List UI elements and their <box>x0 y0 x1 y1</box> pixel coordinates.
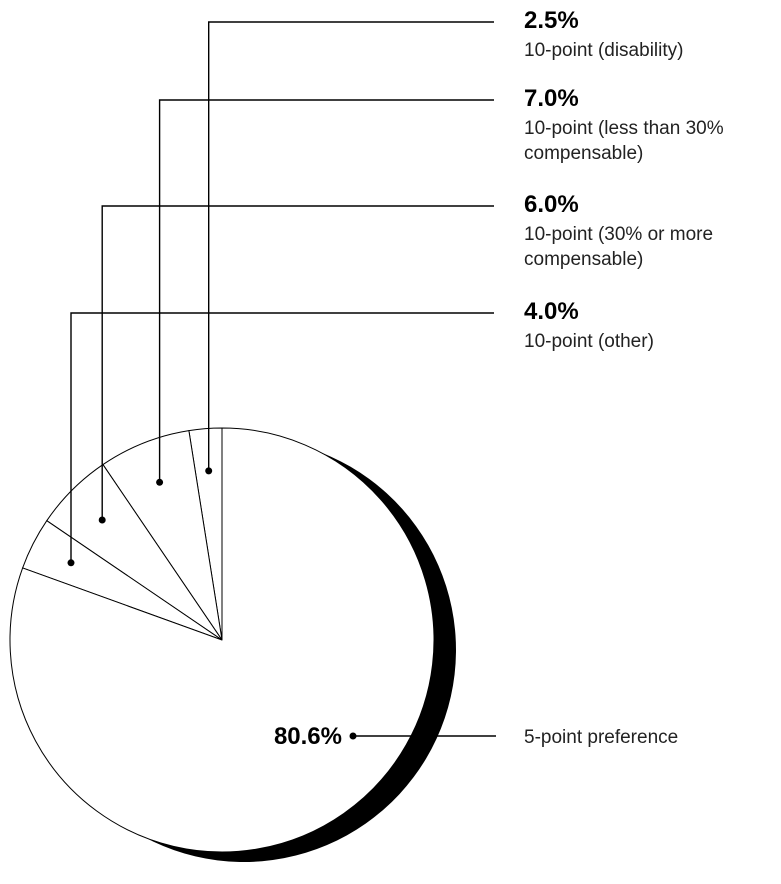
leader-line-lt30 <box>158 99 494 483</box>
leader-line-other <box>70 312 494 563</box>
leader-dot-disability <box>205 467 213 475</box>
desc-label-disability: 10-point (disability) <box>524 40 683 61</box>
leader-dot-lt30 <box>156 478 164 486</box>
leader-line-ge30 <box>101 205 494 520</box>
leader-dot-other <box>67 559 75 567</box>
desc-label-fivepoint: 5-point preference <box>524 727 678 748</box>
pie-slice-fivepoint <box>9 427 435 853</box>
desc-label-lt30: 10-point (less than 30% <box>524 118 724 139</box>
label-layer: 2.5% 10-point (disability) 7.0% 10-point (l… <box>274 7 724 750</box>
percent-label-fivepoint: 80.6% <box>274 723 342 750</box>
percent-label-ge30: 6.0% <box>524 191 579 218</box>
leader-line-disability <box>207 21 494 471</box>
pie-slice-layer <box>9 427 435 853</box>
leader-dot-ge30 <box>98 516 106 524</box>
desc-label-ge30: 10-point (30% or more <box>524 224 713 245</box>
percent-label-lt30: 7.0% <box>524 85 579 112</box>
desc-label-other: 10-point (other) <box>524 331 654 352</box>
desc-label-lt30-line-2: compensable) <box>524 143 643 164</box>
percent-label-disability: 2.5% <box>524 7 579 34</box>
percent-label-other: 4.0% <box>524 298 579 325</box>
leader-line-layer <box>67 21 496 740</box>
desc-label-ge30-line-2: compensable) <box>524 249 643 270</box>
